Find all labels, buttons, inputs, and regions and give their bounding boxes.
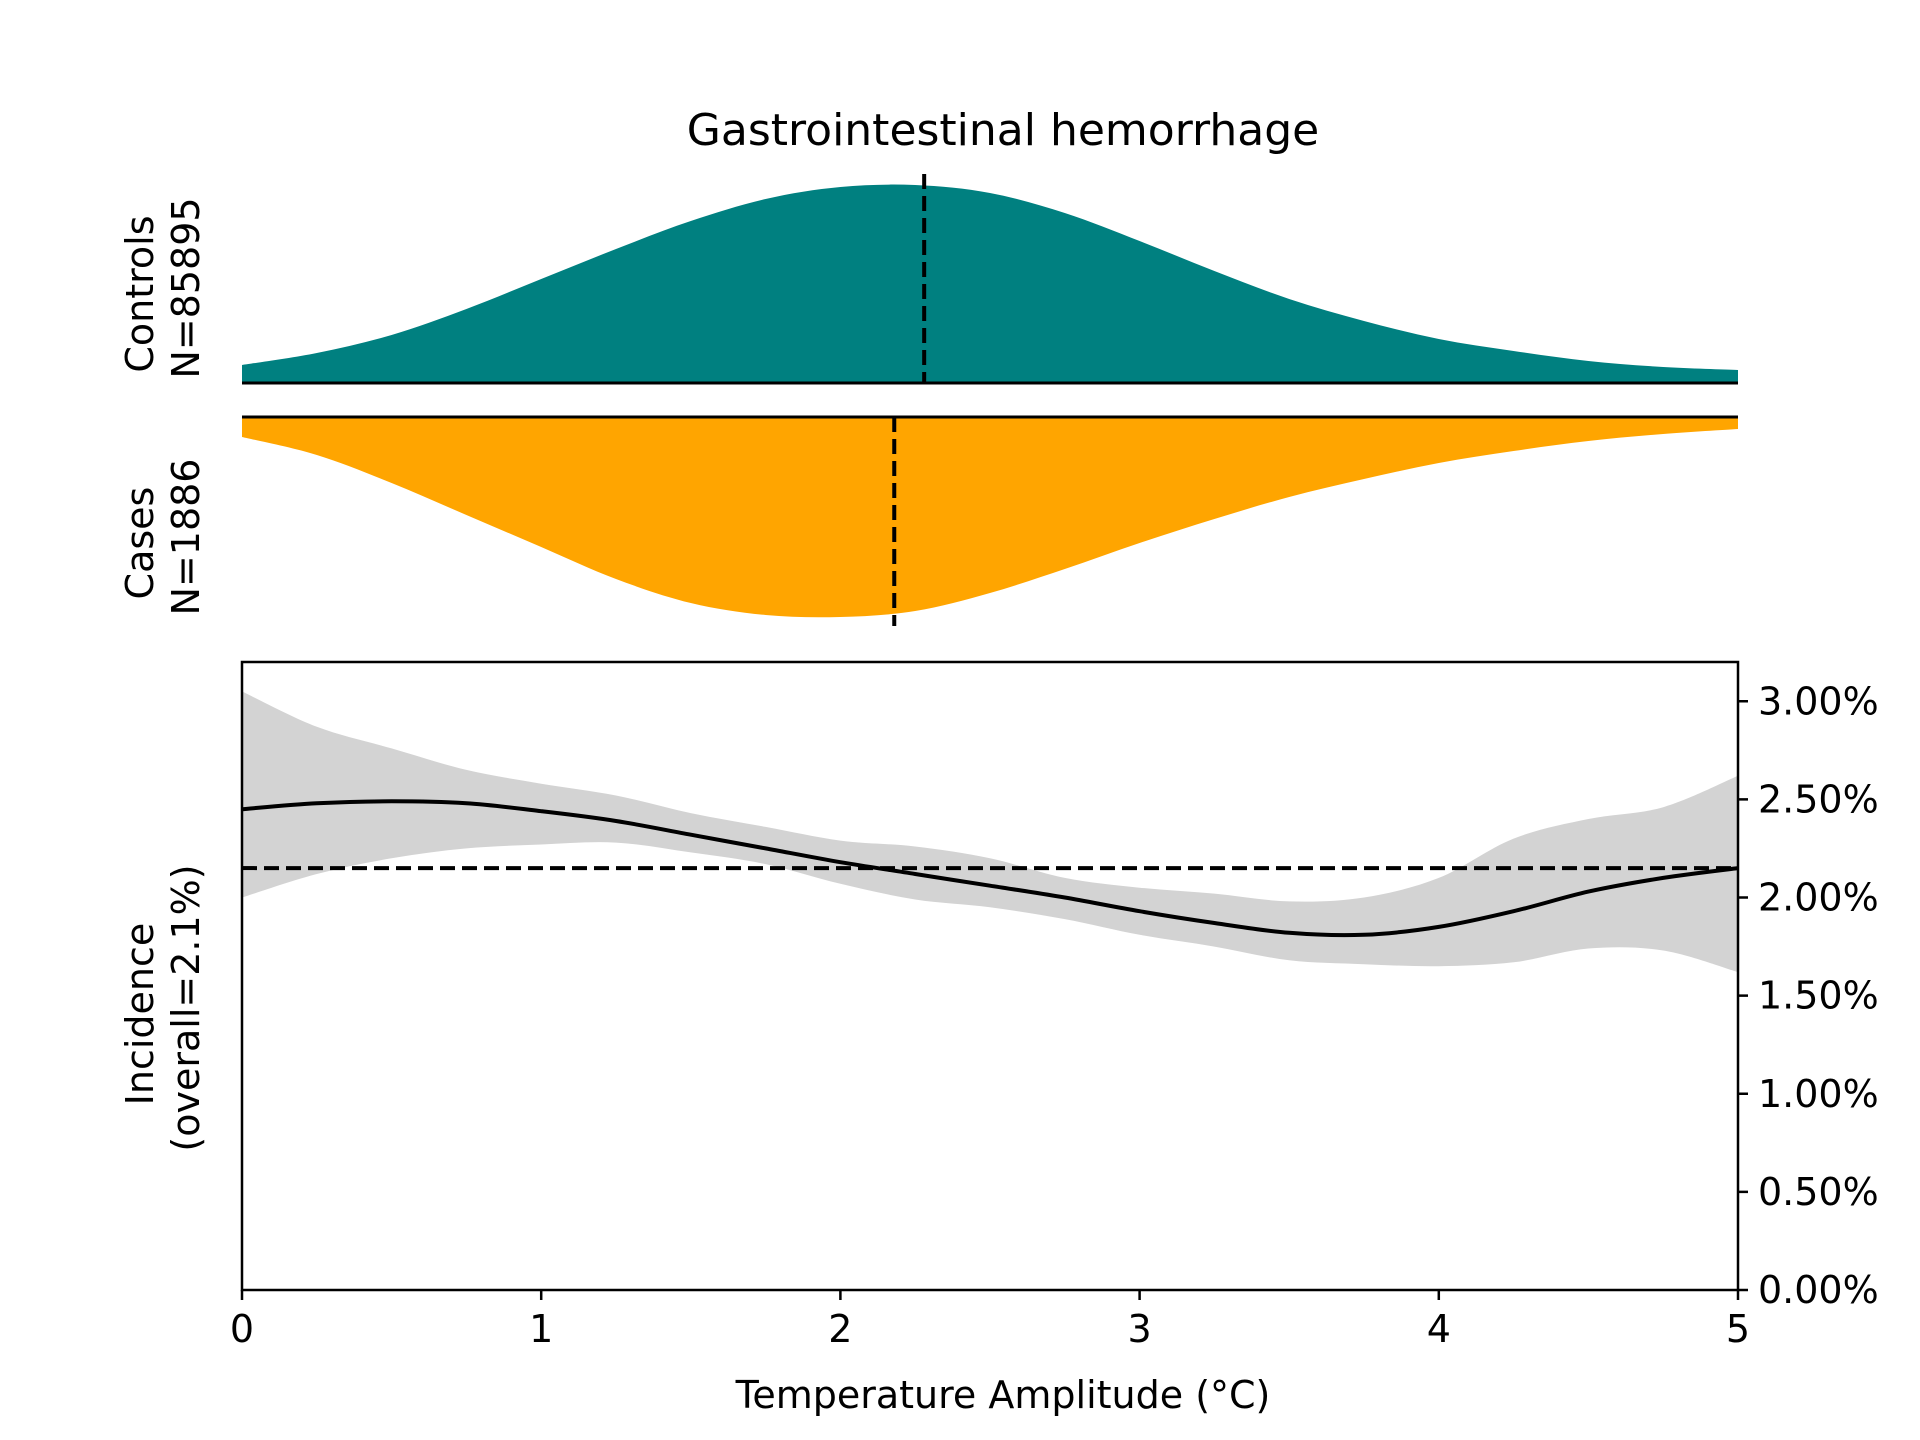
y-tick-label: 2.50%: [1758, 777, 1879, 821]
controls-label: Controls N=85895: [118, 197, 208, 378]
y-tick-label: 3.00%: [1758, 679, 1879, 723]
y-axis-label-line1: Incidence: [118, 923, 162, 1106]
x-tick-label: 2: [828, 1307, 852, 1351]
confidence-band: [242, 691, 1738, 973]
cases-panel: Cases N=1886: [118, 415, 1738, 626]
controls-label-count: N=85895: [164, 197, 208, 378]
x-tick-label: 5: [1726, 1307, 1750, 1351]
chart-title: Gastrointestinal hemorrhage: [687, 105, 1319, 156]
y-tick-label: 0.50%: [1758, 1170, 1879, 1214]
x-tick-label: 3: [1128, 1307, 1152, 1351]
y-tick-label: 1.50%: [1758, 974, 1879, 1018]
x-axis-ticks: 0 1 2 3 4 5: [230, 1290, 1750, 1351]
y-axis-ticks: 0.00% 0.50% 1.00% 1.50% 2.00% 2.50% 3.00%: [1738, 679, 1879, 1312]
x-tick-label: 4: [1427, 1307, 1451, 1351]
cases-label-count: N=1886: [164, 459, 208, 616]
cases-label: Cases N=1886: [118, 459, 208, 616]
x-tick-label: 1: [529, 1307, 553, 1351]
x-tick-label: 0: [230, 1307, 254, 1351]
controls-density-area: [242, 184, 1738, 383]
y-tick-label: 1.00%: [1758, 1072, 1879, 1116]
y-tick-label: 0.00%: [1758, 1268, 1879, 1312]
x-axis-label: Temperature Amplitude (°C): [735, 1373, 1271, 1417]
y-tick-label: 2.00%: [1758, 876, 1879, 920]
controls-panel: Controls N=85895: [118, 174, 1738, 385]
incidence-line: [241, 799, 1739, 938]
y-axis-label-line2: (overall=2.1%): [164, 864, 208, 1151]
cases-label-name: Cases: [118, 487, 162, 600]
plot-frame: [240, 660, 1740, 1292]
cases-density-area: [242, 417, 1738, 618]
y-axis-label: Incidence (overall=2.1%): [118, 864, 208, 1151]
controls-label-name: Controls: [118, 215, 162, 372]
incidence-panel: 0 1 2 3 4 5 0.00% 0.50% 1.00% 1.50% 2.00% 2.50% 3.0…: [118, 660, 1879, 1417]
